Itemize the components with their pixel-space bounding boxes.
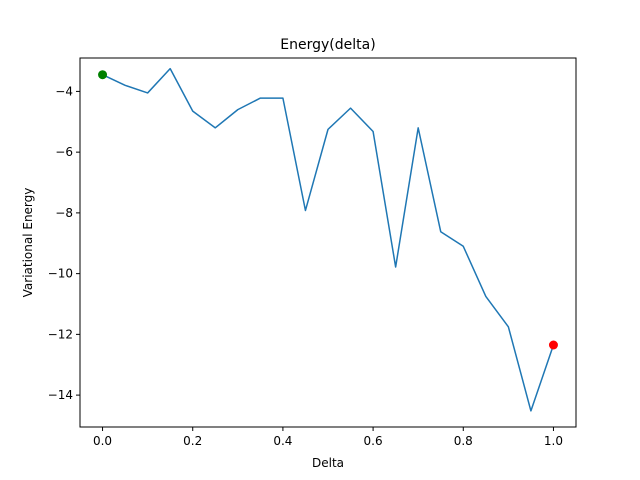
- y-tick-label: −10: [48, 267, 73, 281]
- series-line: [102, 67, 555, 412]
- x-tick-label: 0.8: [454, 434, 473, 448]
- plot-area: [98, 67, 558, 412]
- y-tick-label: −8: [55, 206, 73, 220]
- y-axis-label: Variational Energy: [21, 188, 35, 298]
- plot-frame: [79, 57, 577, 428]
- x-tick-label: 0.0: [93, 434, 112, 448]
- start-point-marker: [98, 70, 108, 80]
- x-tick-label: 1.0: [544, 434, 563, 448]
- x-tick-label: 0.6: [364, 434, 383, 448]
- y-tick-label: −6: [55, 145, 73, 159]
- end-point-marker: [548, 340, 558, 350]
- y-tick-label: −4: [55, 84, 73, 98]
- y-tick-label: −12: [48, 327, 73, 341]
- x-tick-label: 0.4: [273, 434, 292, 448]
- y-axis: −4 −6 −8 −10 −12 −14: [48, 84, 80, 402]
- chart-title: Energy(delta): [280, 37, 375, 53]
- x-axis-label: Delta: [312, 456, 344, 470]
- x-axis: 0.0 0.2 0.4 0.6 0.8 1.0: [93, 427, 563, 448]
- y-tick-label: −14: [48, 388, 73, 402]
- x-tick-label: 0.2: [183, 434, 202, 448]
